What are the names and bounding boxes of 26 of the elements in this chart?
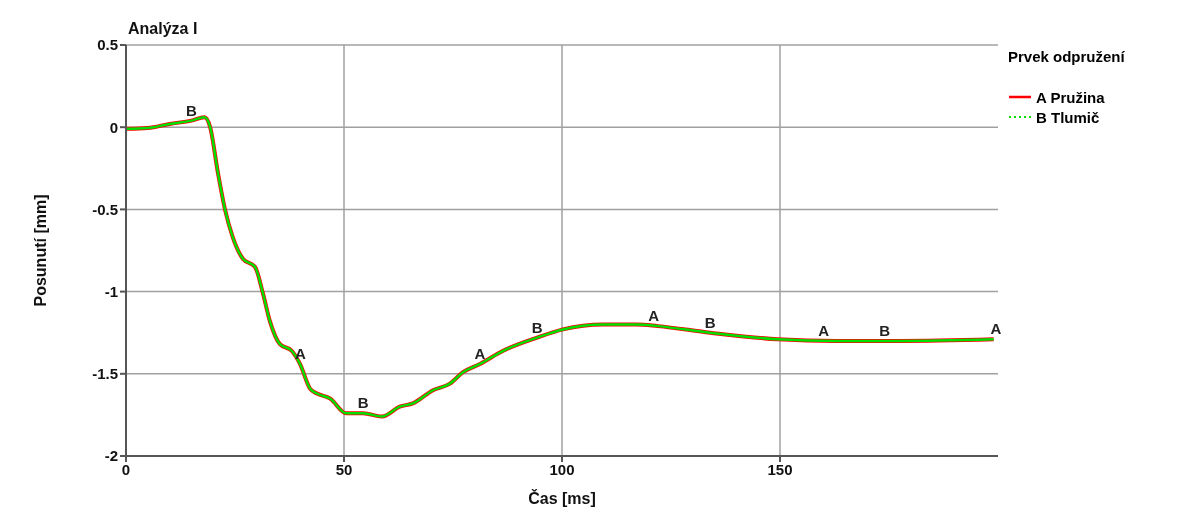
y-axis-title: Posunutí [mm] [31,194,49,307]
annotation: A [648,307,660,325]
annotation: B [357,394,369,412]
annotation: B [531,318,543,336]
annotation: B [185,101,197,119]
x-tick-label: 50 [335,460,353,478]
annotation: A [294,344,306,362]
y-tick-label: -2 [104,447,118,465]
y-tick-label: -1.5 [92,365,118,383]
y-tick-label: -0.5 [92,200,118,218]
annotation: B [879,321,891,339]
y-tick-label: -1 [104,282,118,300]
annotation: B [704,313,716,331]
y-tick-label: 0.5 [97,36,118,54]
annotation: A [474,344,486,362]
x-tick-label: 100 [549,460,575,478]
legend-label: B Tlumič [1036,108,1100,126]
annotation: A [818,321,830,339]
x-tick-label: 0 [121,460,131,478]
y-tick-label: 0 [109,118,118,136]
legend-title: Prvek odpružení [1008,48,1125,65]
x-tick-label: 150 [767,460,793,478]
legend-label: A Pružina [1036,88,1105,106]
chart-title: Analýza I [128,20,198,38]
annotation: A [990,320,1002,338]
x-axis-title: Čas [ms] [528,489,596,507]
